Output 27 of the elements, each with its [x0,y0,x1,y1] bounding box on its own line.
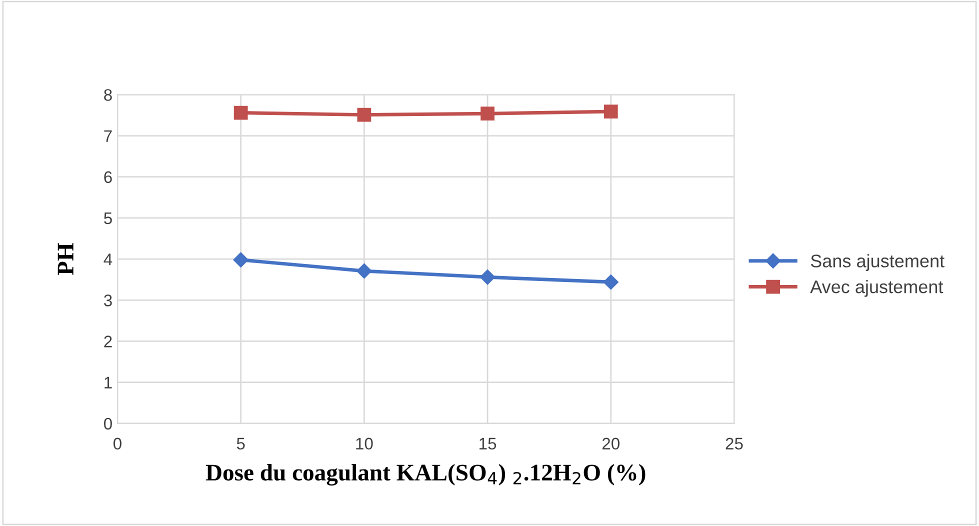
point [234,106,248,120]
x-tick-label: 25 [726,438,743,450]
point [604,104,618,118]
y-tick-label: 2 [104,336,112,348]
x-tick-label: 15 [480,438,496,450]
x-tick-label: 10 [356,438,373,450]
y-tick-label: 1 [104,376,112,388]
y-tick-label: 8 [104,89,112,101]
x-axis-title: Dose du coagulant KAL(SO$_{4}$) $_{2}$.12H$_{2}$O (%) [206,464,646,486]
point [356,263,372,279]
x-tick-label: 0 [113,438,122,450]
point [357,108,372,122]
point [480,270,496,285]
point [233,252,248,268]
y-tick-label: 3 [104,294,112,306]
y-tick-label: 4 [104,254,112,266]
y-tick-label: 5 [104,212,112,224]
x-tick-label: 5 [236,438,245,450]
y-tick-label: 7 [104,130,112,142]
legend-label: Avec ajustement [810,280,944,297]
legend-label: Sans ajustement [810,254,944,271]
point [603,274,618,290]
y-axis-title: PH [58,243,74,276]
y-tick-label: 0 [104,418,112,430]
y-tick-label: 6 [104,171,112,184]
point [480,106,494,121]
x-tick-label: 20 [602,438,620,450]
